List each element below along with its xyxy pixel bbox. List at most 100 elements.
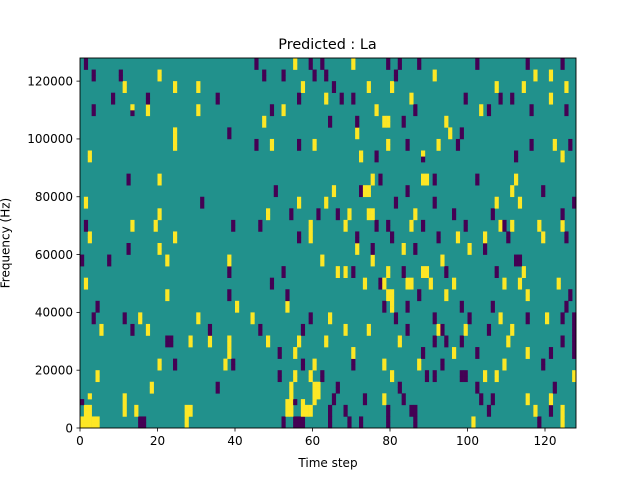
heatmap-cell	[390, 370, 395, 377]
heatmap-cell	[324, 75, 329, 82]
heatmap-cell	[362, 399, 368, 406]
heatmap-cell	[293, 352, 298, 359]
heatmap-cell	[409, 404, 414, 411]
heatmap-cell	[529, 138, 534, 146]
heatmap-cell	[525, 347, 530, 354]
heatmap-cell	[517, 260, 523, 267]
heatmap-cell	[401, 121, 406, 128]
heatmap-cell	[424, 266, 430, 273]
heatmap-cell	[386, 410, 391, 417]
heatmap-cell	[510, 329, 515, 336]
heatmap-cell	[525, 393, 530, 400]
heatmap-cell	[331, 399, 337, 406]
heatmap-cell	[250, 312, 255, 319]
heatmap-cell	[405, 283, 410, 290]
heatmap-cell	[483, 243, 488, 250]
heatmap-cell	[157, 173, 162, 180]
heatmap-cell	[297, 416, 302, 423]
heatmap-cell	[142, 416, 147, 423]
heatmap-cell	[196, 104, 201, 111]
heatmap-cell	[328, 416, 333, 423]
heatmap-cell	[366, 185, 371, 192]
heatmap-cell	[529, 104, 534, 111]
heatmap-cell	[564, 231, 569, 238]
heatmap-cell	[126, 179, 131, 186]
heatmap-cell	[83, 410, 89, 417]
heatmap-cell	[560, 318, 565, 325]
heatmap-cell	[207, 341, 213, 348]
heatmap-cell	[320, 63, 325, 70]
heatmap-cell	[87, 231, 92, 238]
heatmap-cell	[475, 352, 480, 359]
heatmap-cell	[347, 422, 352, 429]
heatmap-cell	[138, 312, 143, 319]
heatmap-cell	[525, 58, 530, 65]
heatmap-cell	[297, 98, 302, 105]
heatmap-cell	[126, 248, 131, 255]
heatmap-cell	[289, 387, 294, 394]
heatmap-cell	[498, 312, 503, 319]
heatmap-cell	[393, 69, 399, 76]
heatmap-cell	[440, 323, 445, 331]
heatmap-cell	[293, 370, 298, 377]
heatmap-cell	[300, 364, 306, 371]
y-axis-ticks: 0 20000 40000 60000 80000 100000 120000	[27, 74, 80, 435]
heatmap-cell	[506, 341, 511, 348]
heatmap-cell	[300, 358, 306, 365]
heatmap-cell	[359, 416, 364, 423]
heatmap-cell	[386, 271, 391, 278]
heatmap-cell	[215, 98, 220, 105]
heatmap-cell	[568, 144, 573, 151]
heatmap-cell	[281, 104, 286, 111]
heatmap-cell	[514, 254, 519, 261]
heatmap-cell	[122, 86, 127, 93]
heatmap-cell	[281, 69, 286, 76]
heatmap-cell	[421, 225, 426, 232]
heatmap-cell	[483, 370, 488, 377]
heatmap-cell	[258, 323, 263, 331]
heatmap-cell	[564, 86, 569, 93]
heatmap-cell	[572, 370, 577, 377]
heatmap-cell	[308, 219, 313, 226]
heatmap-cell	[362, 393, 368, 400]
heatmap-cell	[517, 254, 523, 261]
heatmap-cell	[351, 352, 356, 359]
heatmap-cell	[393, 75, 399, 82]
heatmap-cell	[401, 399, 406, 406]
heatmap-cell	[382, 115, 387, 122]
heatmap-cell	[285, 300, 290, 307]
heatmap-cell	[393, 312, 399, 319]
heatmap-cell	[525, 289, 530, 296]
heatmap-cell	[494, 375, 499, 383]
heatmap-cell	[386, 138, 391, 146]
heatmap-cell	[432, 335, 437, 342]
heatmap-cell	[83, 277, 89, 284]
heatmap-cell	[99, 329, 104, 336]
heatmap-cell	[413, 410, 418, 417]
heatmap-cell	[118, 75, 123, 82]
heatmap-cell	[227, 295, 232, 302]
heatmap-cell	[153, 219, 158, 226]
heatmap-cell	[297, 341, 302, 348]
heatmap-cell	[541, 358, 546, 365]
heatmap-cell	[343, 219, 348, 226]
heatmap-cell	[533, 75, 538, 82]
heatmap-cell	[362, 283, 368, 290]
heatmap-cell	[91, 69, 96, 76]
heatmap-cell	[572, 329, 577, 336]
heatmap-cell	[312, 75, 317, 82]
heatmap-cell	[215, 92, 220, 99]
heatmap-cell	[475, 381, 480, 388]
heatmap-cell	[378, 283, 383, 290]
heatmap-cell	[289, 208, 294, 215]
heatmap-cell	[560, 58, 565, 65]
heatmap-cell	[91, 318, 96, 325]
heatmap-cell	[366, 208, 371, 215]
heatmap-cell	[537, 416, 542, 423]
heatmap-cell	[502, 364, 507, 371]
heatmap-cell	[382, 283, 387, 290]
heatmap-cell	[486, 410, 492, 417]
heatmap-cell	[494, 370, 499, 377]
heatmap-cell	[467, 318, 472, 325]
heatmap-cell	[207, 335, 213, 342]
